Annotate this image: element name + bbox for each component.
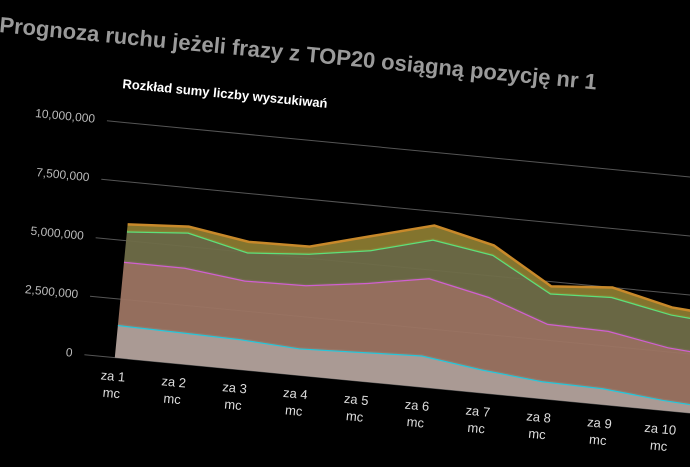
area bbox=[117, 261, 690, 410]
y-tick-label: 0 bbox=[65, 345, 73, 360]
area bbox=[124, 231, 690, 358]
x-tick-label: za 9 mc bbox=[586, 414, 613, 449]
y-tick-label: 10,000,000 bbox=[35, 106, 96, 126]
x-tick-label: za 1 mc bbox=[100, 367, 126, 402]
x-tick-label: za 3 mc bbox=[221, 379, 248, 413]
series-line bbox=[127, 223, 690, 320]
area bbox=[126, 224, 690, 325]
area bbox=[114, 324, 690, 417]
grid-line bbox=[106, 120, 690, 186]
x-tick-label: za 6 mc bbox=[404, 396, 431, 431]
y-tick-label: 7,500,000 bbox=[36, 165, 91, 184]
x-tick-label: za 4 mc bbox=[282, 384, 309, 419]
y-tick-label: 5,000,000 bbox=[30, 224, 85, 243]
x-tick-label: za 8 mc bbox=[525, 408, 552, 443]
x-tick-label: za 2 mc bbox=[160, 373, 187, 408]
x-tick-label: za 10 mc bbox=[643, 419, 677, 454]
grid-line bbox=[101, 178, 690, 245]
y-tick-label: 2,500,000 bbox=[24, 282, 79, 301]
x-tick-label: za 7 mc bbox=[464, 402, 491, 437]
x-tick-label: za 5 mc bbox=[343, 390, 370, 425]
